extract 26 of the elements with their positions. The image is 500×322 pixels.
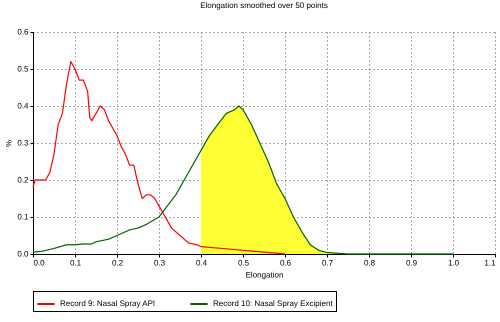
y-tick-label: 0.5 xyxy=(17,64,30,74)
y-tick-label: 0.6 xyxy=(17,28,30,36)
x-tick-label: 0.2 xyxy=(112,258,124,268)
line-series xyxy=(32,61,286,255)
x-tick-label: 1.0 xyxy=(448,258,460,268)
y-tick-label: 0.2 xyxy=(17,176,30,184)
x-tick-label: 1.1 xyxy=(484,258,496,268)
line-series xyxy=(32,105,454,255)
y-axis-title: % xyxy=(4,140,14,148)
legend-label: Record 9: Nasal Spray API xyxy=(60,299,156,308)
x-tick-label: 0.4 xyxy=(196,258,208,268)
x-tick-label: 0.8 xyxy=(364,258,376,268)
y-tick-label: 0.3 xyxy=(17,138,30,148)
y-tick-label: 0.4 xyxy=(17,102,30,110)
x-tick-label: 0.5 xyxy=(238,258,250,268)
x-tick-label: 0.1 xyxy=(70,258,82,268)
x-tick-label: 0.3 xyxy=(154,258,166,268)
x-tick-label: 0.9 xyxy=(406,258,418,268)
y-tick-label: 0.0 xyxy=(17,250,30,258)
y-tick-label: 0.1 xyxy=(17,212,30,222)
x-tick-label: 0.7 xyxy=(322,258,334,268)
legend-label: Record 10: Nasal Spray Excipient xyxy=(213,299,334,308)
x-tick-label: 0.6 xyxy=(280,258,292,268)
x-axis-title: Elongation xyxy=(246,270,284,280)
x-tick-label: 0.0 xyxy=(34,258,46,268)
chart-title: Elongation smoothed over 50 points xyxy=(200,1,328,10)
